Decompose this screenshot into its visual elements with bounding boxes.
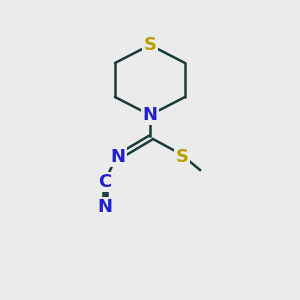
Text: S: S [143,36,157,54]
Text: N: N [142,106,158,124]
Text: N: N [98,198,112,216]
Text: S: S [176,148,188,166]
Text: N: N [110,148,125,166]
Text: C: C [98,173,112,191]
